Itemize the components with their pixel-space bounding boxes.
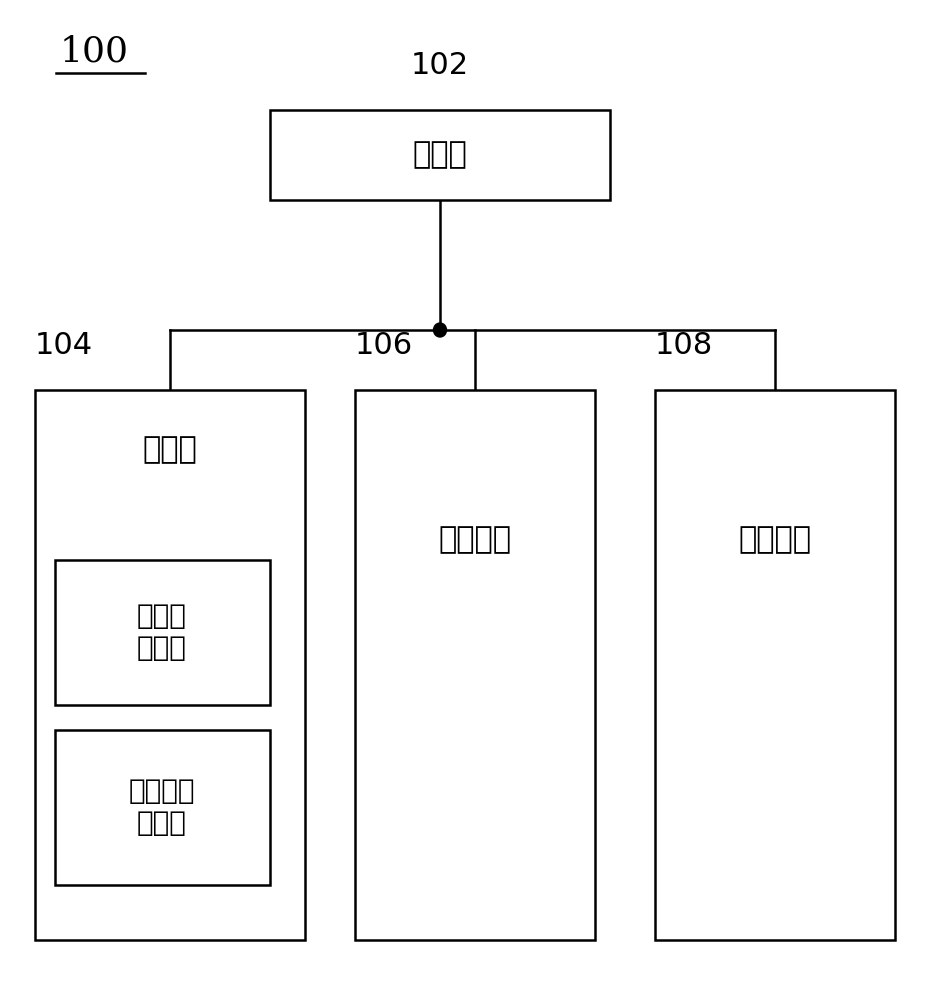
Text: 易失性
存储器: 易失性 存储器 <box>137 602 187 662</box>
Text: 104: 104 <box>35 331 93 360</box>
Bar <box>55 730 270 885</box>
Text: 输出装置: 输出装置 <box>738 526 811 554</box>
Text: 108: 108 <box>654 331 713 360</box>
Text: 100: 100 <box>60 35 129 69</box>
Bar <box>35 390 304 940</box>
Text: 102: 102 <box>410 51 469 80</box>
Text: 输入装置: 输入装置 <box>438 526 511 554</box>
Text: 存储器: 存储器 <box>143 436 197 464</box>
Text: 非易失性
存储器: 非易失性 存储器 <box>129 777 195 837</box>
Bar <box>654 390 894 940</box>
Text: 106: 106 <box>354 331 413 360</box>
Text: 处理器: 处理器 <box>412 140 467 169</box>
Bar <box>354 390 594 940</box>
Bar <box>55 560 270 705</box>
Bar <box>270 110 610 200</box>
Circle shape <box>433 323 446 337</box>
